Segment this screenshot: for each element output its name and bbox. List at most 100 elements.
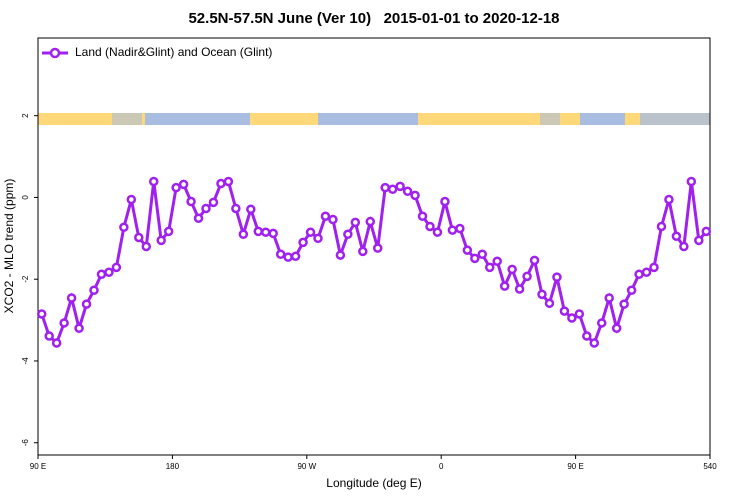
data-point [507,264,517,275]
data-point [51,338,62,348]
data-point [567,313,577,323]
x-tick-label: 90 E [30,462,46,471]
data-point [96,269,107,280]
data-point [328,214,338,225]
data-point [626,285,637,295]
data-point [223,176,234,187]
data-point [350,217,361,228]
data-point [36,309,47,319]
data-point [410,190,420,201]
y-axis-label: XCO2 - MLO trend (ppm) [2,179,16,314]
data-point [462,245,473,255]
data-point [320,211,331,221]
data-point [201,203,211,214]
y-tick-label: -2 [21,275,30,283]
data-point [208,197,219,208]
data-point [246,204,256,215]
legend: Land (Nadir&Glint) and Ocean (Glint) [42,45,272,59]
x-tick-label: 180 [166,462,180,471]
data-point [492,256,502,266]
data-point [283,252,293,262]
data-point [686,176,697,187]
y-tick-label: 2 [21,113,30,118]
data-point [425,221,435,232]
data-point [604,293,614,303]
data-point [596,318,607,328]
data-point [664,194,674,205]
data-point [358,246,368,257]
data-point [611,323,622,334]
data-point [335,250,346,260]
data-point [163,226,174,237]
data-point [477,249,488,260]
data-point [701,226,712,237]
x-tick-label: 90 E [567,462,583,471]
data-point [582,331,592,341]
y-tick-label: -4 [21,357,30,365]
data-point [574,309,585,319]
legend-marker [49,47,61,59]
data-point [171,182,181,193]
data-point [343,229,353,239]
data-point [119,222,129,233]
data-point [313,233,323,244]
x-axis-label: Longitude (deg E) [326,476,421,490]
data-point [380,182,390,193]
data-point [395,181,405,192]
data-point [499,281,510,291]
surface-stripe [38,113,710,125]
data-point [126,194,137,205]
data-point [641,267,652,278]
data-point [104,267,114,278]
data-point [44,331,54,341]
data-point [238,229,249,239]
data-point [141,241,152,252]
data-point [619,299,629,309]
data-point [372,243,383,253]
data-point [193,213,204,224]
data-point [634,269,644,280]
data-point [111,262,122,273]
data-point [365,216,376,227]
data-point [470,253,480,264]
y-tick-label: -6 [21,439,30,447]
data-point [552,272,562,282]
x-tick-label: 90 W [297,462,316,471]
data-point [260,227,271,237]
x-tick-label: 0 [439,462,444,471]
data-point [432,227,443,237]
data-point [59,318,69,328]
y-tick-label: 0 [21,195,30,200]
data-point [387,184,398,195]
data-point [134,232,144,243]
data-point [514,284,525,294]
data-point [671,231,682,242]
data-point [275,249,286,260]
data-point [305,227,316,237]
data-point [694,235,704,246]
data-point [402,186,413,197]
data-point [649,262,659,273]
data-point [417,211,428,221]
plot-frame [37,37,711,456]
data-point [529,255,540,266]
data-point [231,203,241,214]
data-point [589,338,600,348]
data-point [290,251,301,262]
chart-title: 52.5N-57.5N June (Ver 10) 2015-01-01 to … [188,10,559,27]
data-point [484,262,495,273]
data-point [559,306,570,316]
data-point [537,289,547,300]
x-tick-label: 540 [703,462,717,471]
data-point [89,285,99,295]
data-point [544,298,555,309]
data-point [656,221,667,232]
data-point [679,241,689,252]
data-point [253,226,264,237]
data-point [74,323,84,334]
data-point [447,225,458,235]
data-point [216,178,226,189]
data-point [156,235,166,246]
data-point [268,228,278,239]
